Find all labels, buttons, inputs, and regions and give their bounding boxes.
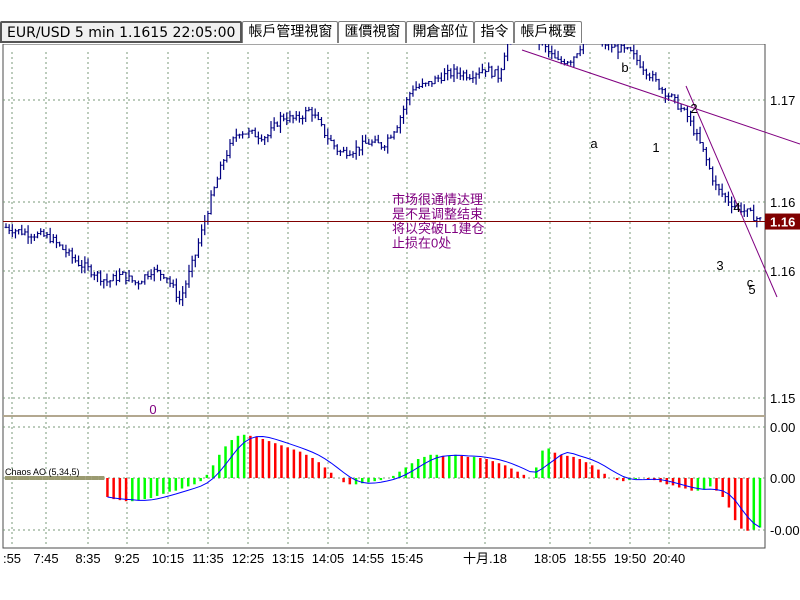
price-tick-label: 1.16 [770,195,795,210]
annotation-label: 4 [733,200,740,215]
time-tick-label: 15:45 [391,551,424,566]
annotation-label: a [590,136,598,151]
ao-signal-line [107,435,761,528]
annotation-label: 2 [690,101,697,116]
time-tick-label: 9:25 [114,551,139,566]
time-tick-label: 11:35 [192,551,224,566]
note-line: 是不是调整结束 [392,207,483,222]
time-axis: :55 7:45 8:35 9:25 10:15 11:35 12:25 13:15 14:05… [3,551,685,566]
time-tick-label: 14:05 [312,551,345,566]
ao-histogram: Chaos AO (5,34,5) [4,434,762,531]
ao-tick-label: 0.00 [770,420,795,435]
note-line: 将以突破L1建仓 [392,221,484,236]
time-tick-label: 18:05 [534,551,567,566]
price-tick-label: 1.16 [770,264,795,279]
grid-lines [3,52,765,546]
time-tick-label: 12:25 [232,551,265,566]
current-price-label: 1.16 [770,215,795,230]
trend-line-upper [521,49,800,145]
tab-4[interactable]: 指令 [474,21,515,43]
tab-0[interactable]: EUR/USD 5 min 1.1615 22:05:00 [0,21,243,43]
annotation-label: 0 [149,402,156,417]
wave-annotations: 0 a b 1 2 3 4 5c [149,60,755,417]
time-tick-label: 8:35 [75,551,100,566]
plot-frame [2,44,766,549]
annotation-label: 1 [652,140,659,155]
trend-lines [521,49,800,298]
tab-3[interactable]: 開倉部位 [406,21,475,43]
ao-tick-label: 0.00 [770,471,795,486]
candle-series [3,44,765,307]
note-line: 止损在0处 [392,236,451,251]
price-tick-label: 1.17 [770,93,795,108]
annotation-label: b [621,60,628,75]
time-tick-label: 14:55 [352,551,385,566]
time-tick-label: 13:15 [272,551,305,566]
time-tick-label: 7:45 [33,551,58,566]
annotation-label: c [747,275,754,290]
time-tick-label: 十月.18 [463,551,507,566]
ao-tick-label: -0.00 [770,523,800,538]
price-tick-label: 1.15 [770,391,795,406]
annotation-label: 3 [716,258,723,273]
tab-1[interactable]: 帳戶管理視窗 [242,21,339,43]
time-tick-label: :55 [3,551,21,566]
annotation-label: 5 [748,282,755,297]
ao-indicator-label: Chaos AO (5,34,5) [5,467,80,477]
note-line: 市场很通情达理 [392,192,483,207]
symbol-tab-bar: EUR/USD 5 min 1.1615 22:05:00 帳戶管理視窗 匯價視窗開… [0,20,800,44]
time-tick-label: 19:50 [614,551,647,566]
time-tick-label: 18:55 [574,551,607,566]
time-tick-label: 20:40 [653,551,686,566]
tab-5[interactable]: 帳戶概要 [514,21,583,43]
current-price-box [765,213,800,230]
price-axis: 1.17 1.16 1.16 1.15 0.00 0.00 -0.00 1.16 [765,93,800,538]
trend-line-lower [685,85,778,298]
time-tick-label: 10:15 [152,551,185,566]
tab-2[interactable]: 匯價視窗 [338,21,407,43]
